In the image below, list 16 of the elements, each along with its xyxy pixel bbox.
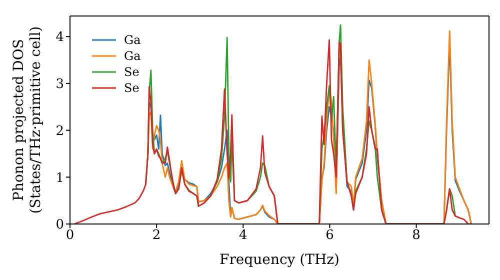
x-axis-title: Frequency (THz) (219, 252, 340, 268)
x-tick-label: 8 (412, 228, 420, 244)
y-tick-label: 0 (56, 218, 64, 233)
x-tick-label: 4 (239, 228, 248, 244)
x-tick-label: 6 (326, 228, 334, 244)
y-tick-label: 2 (56, 124, 64, 139)
y-tick-label: 4 (56, 30, 64, 46)
legend-label: Se (124, 81, 140, 95)
y-tick-label: 3 (56, 77, 64, 92)
legend-label: Ga (124, 49, 141, 63)
x-tick-label: 0 (66, 228, 74, 244)
y-axis-title: Phonon projected DOS (States/THz·primitive cell) (11, 26, 44, 214)
legend-label: Se (124, 65, 140, 79)
y-tick-label: 1 (56, 170, 64, 186)
x-tick-label: 2 (152, 228, 161, 244)
legend-label: Ga (124, 33, 141, 47)
